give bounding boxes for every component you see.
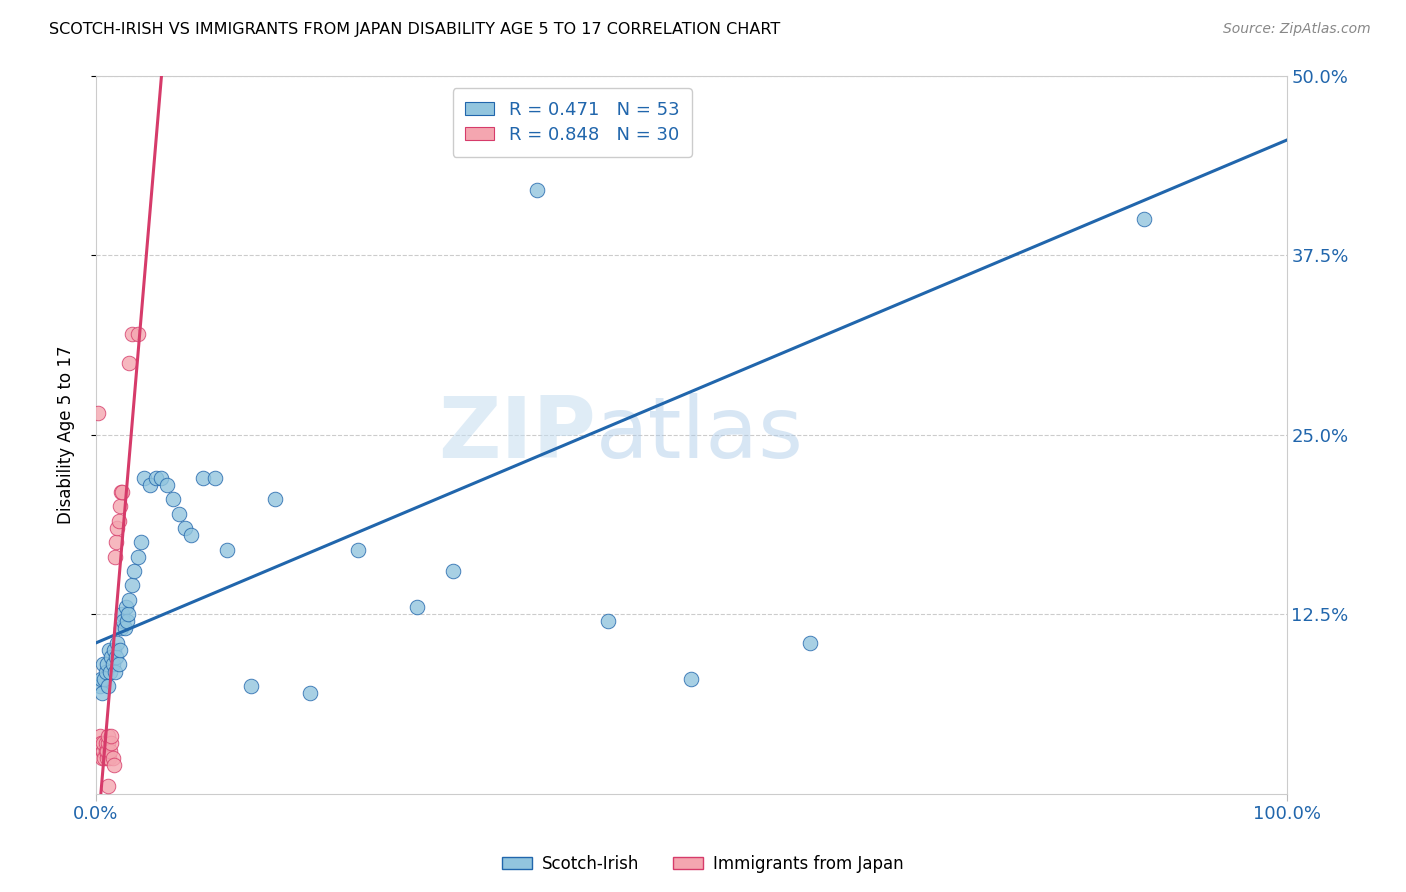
Point (114, 622, 136, 636)
Point (127, 549, 149, 564)
Point (89, 729, 111, 743)
Point (100, 736, 122, 750)
Point (115, 615, 138, 629)
Point (118, 356, 141, 370)
Point (105, 650, 128, 665)
Point (118, 592, 141, 607)
Point (107, 636, 129, 650)
Point (107, 521, 129, 535)
Point (107, 514, 129, 528)
Point (91, 751, 114, 765)
Point (122, 564, 145, 578)
Point (180, 528, 202, 542)
Point (121, 327, 143, 342)
Point (1132, 212, 1154, 227)
Point (91, 743, 114, 757)
Point (215, 542, 238, 557)
Point (441, 564, 464, 578)
Point (110, 485, 132, 500)
Legend: Scotch-Irish, Immigrants from Japan: Scotch-Irish, Immigrants from Japan (496, 848, 910, 880)
Point (97, 780, 120, 794)
Point (98, 743, 121, 757)
Point (101, 751, 124, 765)
Point (101, 657, 124, 672)
Point (150, 471, 173, 485)
Text: SCOTCH-IRISH VS IMMIGRANTS FROM JAPAN DISABILITY AGE 5 TO 17 CORRELATION CHART: SCOTCH-IRISH VS IMMIGRANTS FROM JAPAN DI… (49, 22, 780, 37)
Point (103, 643, 125, 657)
Point (799, 636, 821, 650)
Point (132, 471, 155, 485)
Point (191, 471, 214, 485)
Point (103, 758, 125, 772)
Point (145, 471, 167, 485)
Point (263, 492, 285, 507)
Point (91, 657, 114, 672)
Point (108, 500, 131, 514)
Point (94, 736, 117, 750)
Point (112, 615, 135, 629)
Point (162, 492, 184, 507)
Point (299, 686, 322, 700)
Point (93, 672, 115, 686)
Legend: R = 0.471   N = 53, R = 0.848   N = 30: R = 0.471 N = 53, R = 0.848 N = 30 (453, 88, 692, 157)
Point (204, 471, 226, 485)
Point (105, 535, 128, 549)
Point (127, 327, 149, 342)
Point (114, 599, 136, 614)
Point (100, 650, 122, 665)
Point (98, 751, 121, 765)
Point (97, 729, 120, 743)
Text: ZIP: ZIP (439, 393, 596, 476)
Point (90, 672, 112, 686)
Point (129, 535, 152, 549)
Point (96, 657, 118, 672)
Point (111, 485, 134, 500)
Point (98, 665, 121, 679)
Point (90, 736, 112, 750)
Point (239, 679, 262, 693)
Point (169, 507, 191, 521)
Point (89, 679, 111, 693)
Point (121, 578, 143, 592)
Y-axis label: Disability Age 5 to 17: Disability Age 5 to 17 (58, 345, 75, 524)
Point (526, 183, 548, 197)
Point (100, 729, 122, 743)
Point (97, 679, 120, 693)
Point (117, 607, 139, 621)
Point (156, 478, 179, 492)
Point (91, 736, 114, 750)
Point (91, 686, 114, 700)
Point (96, 751, 118, 765)
Point (108, 643, 131, 657)
Point (174, 521, 197, 535)
Point (93, 751, 115, 765)
Text: atlas: atlas (596, 393, 804, 476)
Point (87, 406, 110, 420)
Point (104, 549, 127, 564)
Point (347, 542, 370, 557)
Point (681, 672, 703, 686)
Point (138, 478, 160, 492)
Text: Source: ZipAtlas.com: Source: ZipAtlas.com (1223, 22, 1371, 37)
Point (110, 622, 132, 636)
Point (406, 599, 429, 614)
Point (96, 743, 118, 757)
Point (107, 657, 129, 672)
Point (94, 665, 117, 679)
Point (104, 665, 127, 679)
Point (97, 736, 120, 750)
Point (94, 743, 117, 757)
Point (596, 615, 619, 629)
Point (111, 607, 134, 621)
Point (98, 643, 121, 657)
